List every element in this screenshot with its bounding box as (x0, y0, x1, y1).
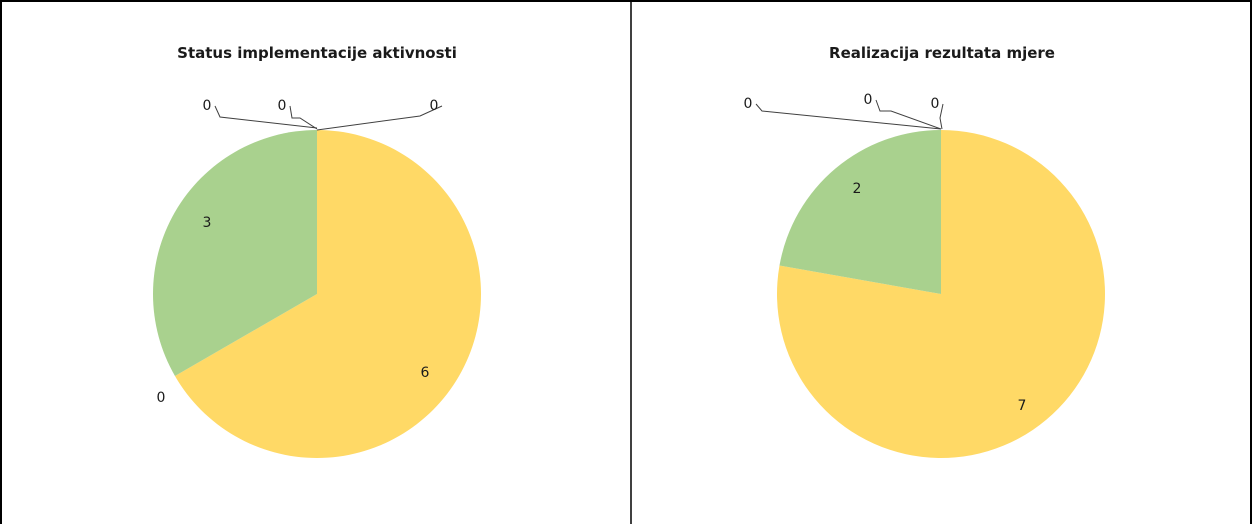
chart-panel-left: Status implementacije aktivnosti 6 0 3 0 0 0 (153, 44, 481, 458)
leader-line (289, 105, 318, 130)
data-label: 6 (421, 365, 430, 381)
chart-title: Realizacija rezultata mjere (829, 44, 1055, 62)
pie-slice (153, 130, 317, 376)
leader-line (939, 103, 944, 130)
leader-line (755, 103, 942, 130)
data-label: 7 (1018, 398, 1027, 414)
data-label: 2 (853, 181, 862, 197)
pie-chart-realizacija: 7 2 0 0 0 (744, 92, 1105, 458)
leader-line (214, 105, 318, 129)
data-label: 0 (157, 390, 166, 406)
data-label: 0 (864, 92, 873, 108)
chart-panel-right: Realizacija rezultata mjere 7 2 0 0 0 (744, 44, 1105, 458)
leader-line (316, 105, 443, 131)
data-label: 0 (931, 96, 940, 112)
data-label: 0 (744, 96, 753, 112)
pie-slice (174, 130, 481, 458)
leader-line (875, 99, 942, 130)
pie-chart-status: 6 0 3 0 0 0 (153, 98, 481, 458)
data-label: 3 (203, 215, 212, 231)
data-label: 0 (278, 98, 287, 114)
pie-slice (779, 130, 941, 294)
data-label: 0 (430, 98, 439, 114)
data-label: 0 (203, 98, 212, 114)
chart-title: Status implementacije aktivnosti (177, 44, 457, 62)
